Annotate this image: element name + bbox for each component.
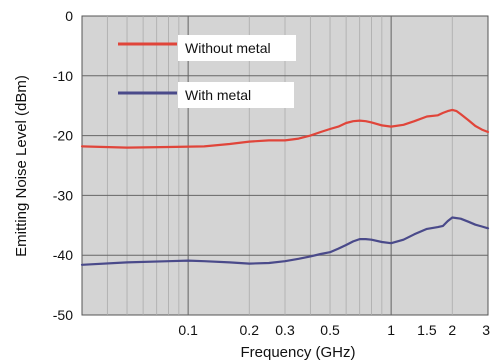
y-tick-label: -10 xyxy=(53,68,73,84)
x-tick-label: 1.5 xyxy=(417,322,437,338)
x-tick-label: 0.5 xyxy=(320,322,340,338)
series-lines xyxy=(80,108,490,266)
x-tick-label: 3 xyxy=(482,322,490,338)
y-tick-label: -30 xyxy=(53,187,73,203)
x-tick-labels: 0.1 0.2 0.3 0.5 1 1.5 2 3 xyxy=(178,322,490,338)
x-tick-label: 2 xyxy=(448,322,456,338)
y-tick-label: -20 xyxy=(53,128,73,144)
series-line-without-metal xyxy=(80,108,490,149)
y-axis-label: Emitting Noise Level (dBm) xyxy=(13,75,30,257)
x-tick-label: 0.2 xyxy=(240,322,260,338)
y-tick-labels: 0 -10 -20 -30 -40 -50 xyxy=(53,8,73,323)
y-tick-label: -50 xyxy=(53,307,73,323)
y-tick-label: -40 xyxy=(53,247,73,263)
legend-label-without-metal: Without metal xyxy=(185,40,271,56)
x-axis-label: Frequency (GHz) xyxy=(240,344,355,361)
legend: Without metal With metal xyxy=(118,35,296,108)
series-line-with-metal xyxy=(80,216,490,266)
x-tick-label: 0.3 xyxy=(275,322,295,338)
x-tick-label: 0.1 xyxy=(178,322,198,338)
y-tick-label: 0 xyxy=(65,8,73,24)
legend-label-with-metal: With metal xyxy=(185,87,251,103)
legend-box-without-metal xyxy=(178,35,296,61)
grid-lines xyxy=(82,16,488,315)
x-tick-label: 1 xyxy=(387,322,395,338)
legend-box-with-metal xyxy=(178,82,294,108)
